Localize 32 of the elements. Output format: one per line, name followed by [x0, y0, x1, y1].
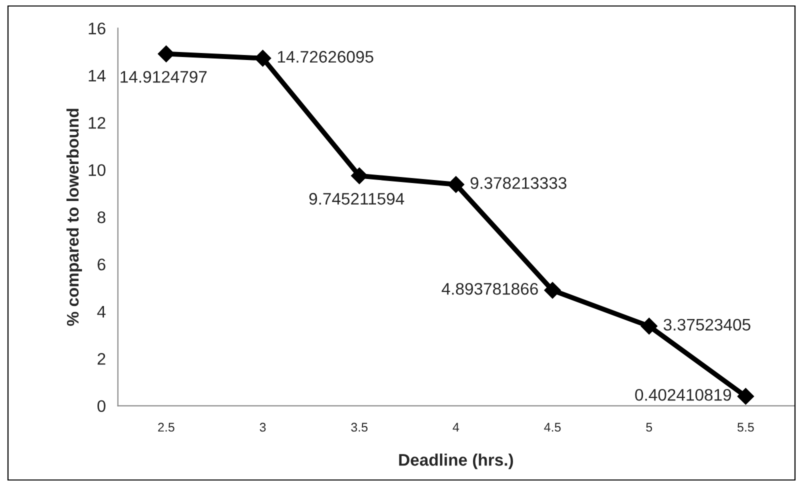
y-tick-label: 2 — [98, 353, 106, 365]
point — [544, 282, 561, 299]
point — [158, 45, 175, 62]
y-tick-label: 10 — [88, 164, 106, 176]
x-tick-label: 4.5 — [544, 422, 561, 432]
point — [640, 318, 658, 335]
x-tick-label: 3 — [260, 422, 266, 432]
data-label: 0.402410819 — [635, 388, 732, 401]
x-tick-label: 4 — [452, 422, 460, 432]
y-tick-label: 16 — [88, 22, 106, 34]
point — [737, 388, 754, 405]
y-tick-label: 8 — [98, 211, 106, 224]
x-tick-label: 3.5 — [351, 422, 368, 432]
x-tick-label: 2.5 — [158, 422, 174, 432]
x-tick-label: 5.5 — [738, 422, 754, 432]
y-tick-label: 12 — [88, 116, 106, 129]
y-axis-title: % compared to lowerbound — [66, 108, 82, 326]
x-tick-label: 5 — [646, 422, 652, 432]
y-tick-label: 0 — [97, 400, 106, 412]
point — [254, 50, 272, 67]
data-label: 14.72626095 — [278, 50, 374, 63]
x-axis-title: Deadline (hrs.) — [399, 454, 513, 470]
data-label: 9.745211594 — [309, 192, 404, 205]
data-label: 9.378213333 — [470, 177, 566, 189]
data-label: 4.893781866 — [442, 282, 538, 295]
y-tick-label: 14 — [88, 70, 106, 82]
point — [448, 176, 464, 193]
point — [350, 167, 368, 184]
data-label: 14.9124797 — [120, 70, 207, 83]
data-label: 3.37523405 — [664, 318, 750, 331]
y-tick-label: 4 — [97, 306, 106, 318]
y-tick-label: 6 — [98, 258, 106, 270]
